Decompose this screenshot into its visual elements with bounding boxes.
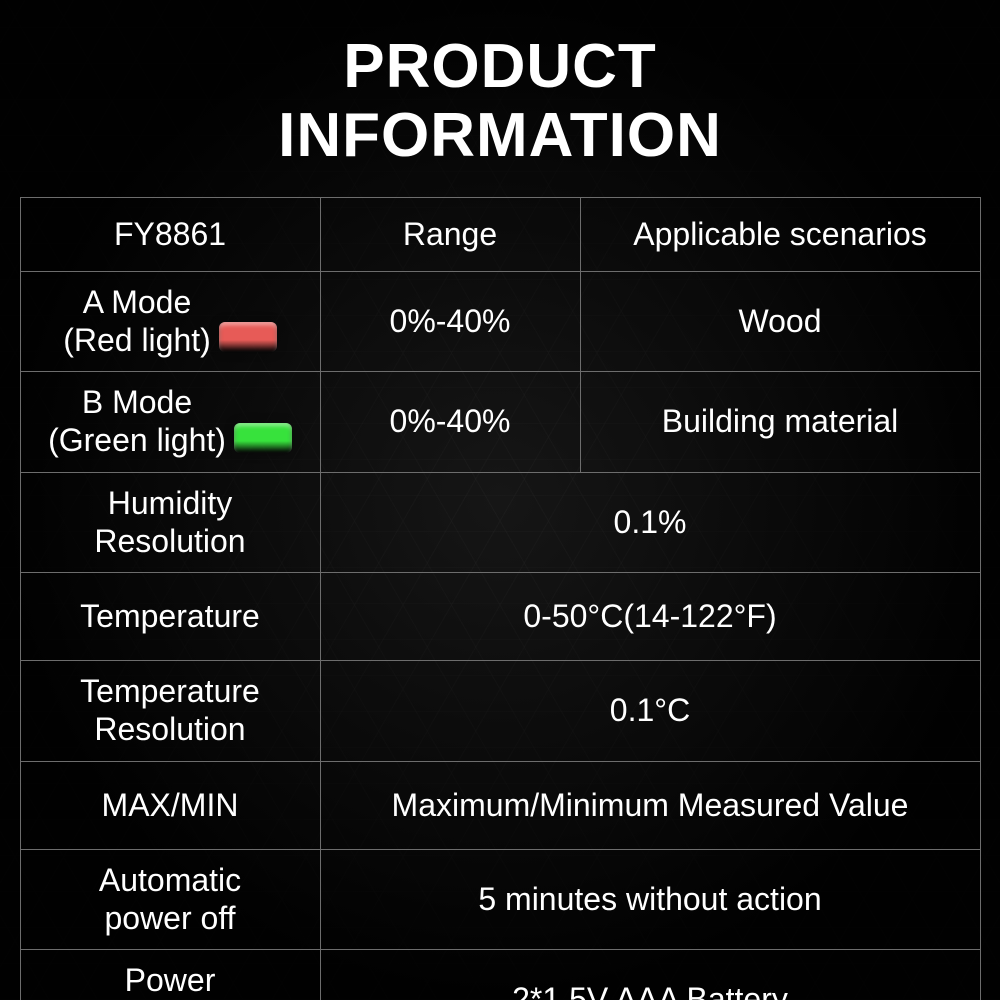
mode-b-scenario: Building material — [580, 372, 980, 473]
spec-table: FY8861 Range Applicable scenarios A Mode… — [20, 197, 981, 1000]
table-header-row: FY8861 Range Applicable scenarios — [20, 197, 980, 271]
spec-label: Temperature Resolution — [20, 661, 320, 762]
spec-label: Temperature — [20, 573, 320, 661]
spec-value: 2*1.5V AAA Battery — [320, 950, 980, 1000]
page-title: PRODUCT INFORMATION — [0, 0, 1000, 197]
spec-label: Humidity Resolution — [20, 472, 320, 573]
table-row: Humidity Resolution 0.1% — [20, 472, 980, 573]
table-row: B Mode (Green light) 0%-40% Building mat… — [20, 372, 980, 473]
spec-value: 5 minutes without action — [320, 849, 980, 950]
spec-label: Automatic power off — [20, 849, 320, 950]
mode-a-scenario: Wood — [580, 271, 980, 372]
table-row: A Mode (Red light) 0%-40% Wood — [20, 271, 980, 372]
mode-a-range: 0%-40% — [320, 271, 580, 372]
table-row: MAX/MIN Maximum/Minimum Measured Value — [20, 761, 980, 849]
col-header-model: FY8861 — [20, 197, 320, 271]
spec-value: 0.1% — [320, 472, 980, 573]
spec-value: 0-50°C(14-122°F) — [320, 573, 980, 661]
mode-b-label: B Mode (Green light) — [48, 384, 226, 460]
spec-label: MAX/MIN — [20, 761, 320, 849]
table-row: Power supply type 2*1.5V AAA Battery — [20, 950, 980, 1000]
table-row: Temperature Resolution 0.1°C — [20, 661, 980, 762]
table-row: Temperature 0-50°C(14-122°F) — [20, 573, 980, 661]
mode-a-label: A Mode (Red light) — [63, 284, 211, 360]
green-light-icon — [234, 423, 292, 453]
mode-b-range: 0%-40% — [320, 372, 580, 473]
col-header-range: Range — [320, 197, 580, 271]
spec-label: Power supply type — [20, 950, 320, 1000]
red-light-icon — [219, 322, 277, 352]
spec-value: 0.1°C — [320, 661, 980, 762]
mode-a-cell: A Mode (Red light) — [20, 271, 320, 372]
table-row: Automatic power off 5 minutes without ac… — [20, 849, 980, 950]
col-header-scenarios: Applicable scenarios — [580, 197, 980, 271]
mode-b-cell: B Mode (Green light) — [20, 372, 320, 473]
spec-value: Maximum/Minimum Measured Value — [320, 761, 980, 849]
